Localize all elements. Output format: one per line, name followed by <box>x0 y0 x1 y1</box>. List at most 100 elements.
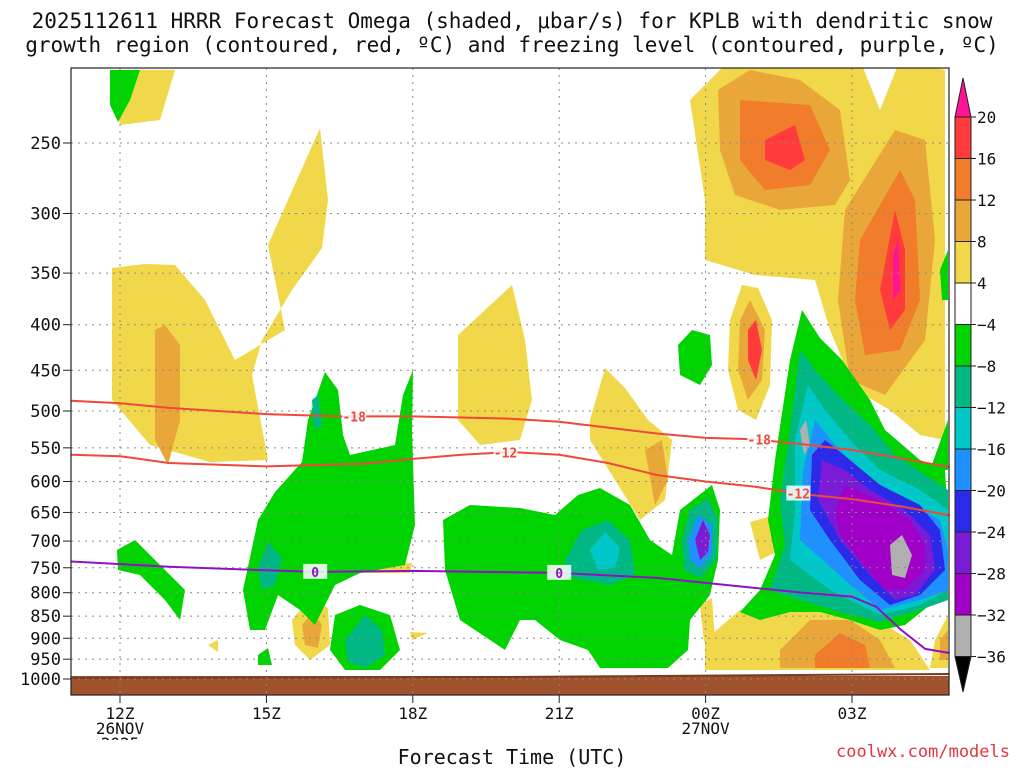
downward-motion-region <box>940 250 948 300</box>
colorbar-label: 16 <box>977 150 996 169</box>
colorbar-swatch <box>954 614 972 657</box>
upward-motion-region <box>880 210 905 330</box>
ground-surface <box>71 676 949 695</box>
downward-motion-region <box>930 420 948 470</box>
y-tick-label: 1000 <box>20 670 61 690</box>
colorbar-label: −28 <box>977 565 1006 584</box>
x-axis-title: Forecast Time (UTC) <box>397 745 627 769</box>
freezing-level-label: 0 <box>555 567 563 582</box>
downward-motion-region <box>678 330 712 385</box>
colorbar-label: 20 <box>977 108 996 127</box>
contour-label-bg <box>547 564 572 580</box>
colorbar-swatch <box>954 448 972 491</box>
upward-motion-region <box>155 325 180 465</box>
y-tick-label: 450 <box>30 361 61 381</box>
x-tick-label: 03Z <box>838 704 867 723</box>
omega-shading <box>110 68 948 670</box>
x-tick-label: 26NOV <box>96 719 145 738</box>
colorbar-label: −12 <box>977 399 1006 418</box>
downward-motion-region <box>890 535 912 578</box>
omega-colorbar: 20 16 12 8 4 −4 −8 −12 −16 −20 −24 −28 −32 −36 <box>954 77 1006 693</box>
colorbar-swatch <box>954 282 972 325</box>
downward-motion-region <box>258 648 272 665</box>
x-tick-label: 00Z <box>691 704 720 723</box>
colorbar-cap-top <box>954 77 972 118</box>
contour-label-bg <box>342 408 367 424</box>
contour-label-bg <box>786 485 811 501</box>
colorbar-label: −8 <box>977 357 996 376</box>
y-tick-label: 250 <box>30 134 61 154</box>
y-tick-label: 900 <box>30 629 61 649</box>
y-tick-label: 600 <box>30 472 61 492</box>
x-tick-label: 18Z <box>398 704 427 723</box>
colorbar-label: −16 <box>977 440 1006 459</box>
y-tick-label: 650 <box>30 503 61 523</box>
colorbar-swatch <box>954 407 972 450</box>
x-tick-label: 2025 <box>101 734 140 740</box>
y-tick-label: 700 <box>30 532 61 552</box>
freezing-level-line <box>71 560 950 654</box>
freezing-level-label: 0 <box>311 566 319 581</box>
x-tick-label: 21Z <box>545 704 574 723</box>
downward-motion-region <box>695 520 710 560</box>
contour-label-bg <box>303 563 328 579</box>
plot-frame <box>70 67 950 696</box>
upward-motion-region <box>458 285 532 445</box>
x-tick-label: 15Z <box>252 704 281 723</box>
y-tick-label: 750 <box>30 559 61 579</box>
colorbar-label: −32 <box>977 606 1006 625</box>
colorbar-swatch <box>954 531 972 574</box>
downward-motion-region <box>117 540 185 620</box>
dgz-minus12-label: -12 <box>787 488 810 503</box>
upward-motion-region <box>700 598 715 642</box>
downward-motion-region <box>243 370 415 630</box>
y-axis-pressure: 2503003504004505005506006507007508008509… <box>20 134 71 690</box>
downward-motion-region <box>258 542 282 590</box>
colorbar-label: 12 <box>977 191 996 210</box>
y-tick-label: 350 <box>30 264 61 284</box>
y-tick-label: 400 <box>30 316 61 336</box>
y-tick-label: 850 <box>30 607 61 627</box>
colorbar-swatch <box>954 199 972 242</box>
x-tick-label: 12Z <box>106 704 135 723</box>
upward-motion-region <box>748 320 762 380</box>
y-tick-label: 800 <box>30 584 61 604</box>
colorbar-swatch <box>954 573 972 616</box>
dgz-minus18-label: -18 <box>342 410 366 425</box>
x-tick-label: 27NOV <box>682 719 731 738</box>
credit-link[interactable]: coolwx.com/models <box>836 742 1010 762</box>
colorbar-label: −24 <box>977 523 1006 542</box>
colorbar-label: −36 <box>977 648 1006 667</box>
dgz-minus12-label: -12 <box>494 447 517 462</box>
y-tick-label: 950 <box>30 650 61 670</box>
contour-label-bg <box>747 431 772 447</box>
temperature-contours: -18 -18 -12 -12 0 0 <box>71 399 950 654</box>
colorbar-swatch <box>954 116 972 159</box>
colorbar-label: 4 <box>977 274 987 293</box>
colorbar-swatch <box>954 241 972 284</box>
dgz-minus18-line <box>71 399 950 468</box>
colorbar-swatch <box>954 324 972 367</box>
colorbar-swatch <box>954 158 972 201</box>
chart-title-line-2: growth region (contoured, red, ºC) and f… <box>25 33 999 57</box>
colorbar-cap-bottom <box>954 656 972 693</box>
downward-motion-region <box>312 395 322 430</box>
colorbar-label: −20 <box>977 482 1006 501</box>
upward-motion-region <box>893 240 900 300</box>
upward-motion-region <box>208 640 218 652</box>
downward-motion-region <box>800 420 810 455</box>
colorbar-label: 8 <box>977 233 987 252</box>
colorbar-swatch <box>954 365 972 408</box>
dgz-minus18-label: -18 <box>748 433 772 448</box>
omega-cross-section-chart: -18 -18 -12 -12 0 0 250 300 350 400 450 500 550 600 6… <box>20 67 1006 740</box>
downward-motion-region <box>110 70 140 122</box>
y-tick-label: 550 <box>30 439 61 459</box>
y-tick-label: 300 <box>30 204 61 224</box>
contour-label-bg <box>493 444 518 460</box>
downward-motion-region <box>345 615 385 668</box>
dgz-minus12-line <box>71 450 950 517</box>
upward-motion-region <box>765 125 805 170</box>
chart-title-line-1: 2025112611 HRRR Forecast Omega (shaded, … <box>31 9 993 33</box>
upward-motion-region <box>645 440 668 505</box>
